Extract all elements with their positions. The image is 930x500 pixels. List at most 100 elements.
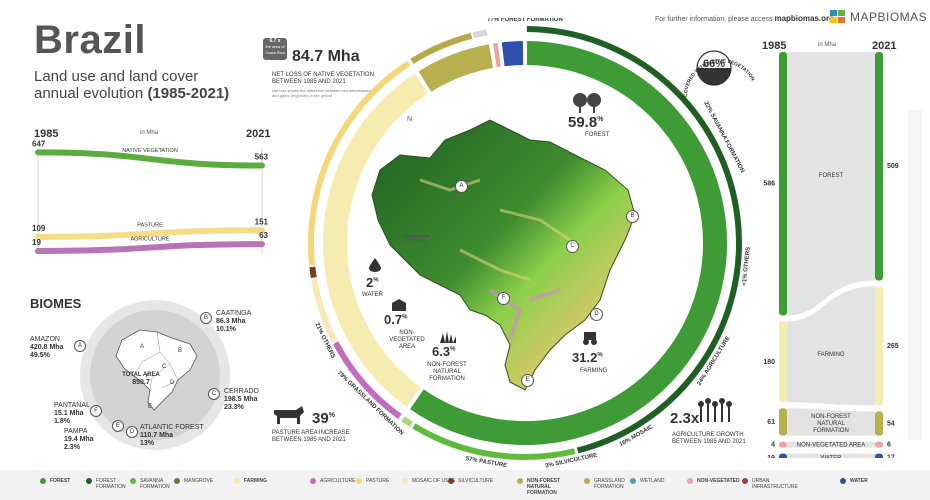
outer-mosaic-arc [311, 278, 338, 343]
legend-item-mangrove: MANGROVE [174, 478, 214, 484]
outer-pasture-arc [308, 60, 411, 266]
series-name-label: AGRICULTURE [130, 237, 169, 243]
biome-name: PAMPA [64, 428, 88, 435]
agri-growth-label: AGRICULTURE GROWTH BETWEEN 1985 AND 2021 [672, 432, 746, 445]
outer-others-left-arc [472, 29, 488, 39]
water-stat-label: WATER [362, 292, 383, 298]
sankey-value-2021: 6 [887, 442, 891, 449]
biome-pct: 10.1% [216, 326, 236, 333]
legend-item-grassland-formation: GRASSLAND FORMATION [584, 478, 638, 490]
legend-swatch [86, 478, 92, 484]
map-marker-c: C [566, 240, 579, 253]
forest-stat: 59.8% [568, 114, 604, 131]
biome-map-label-a: A [140, 344, 144, 350]
value-label-end: 63 [259, 231, 268, 240]
ring-label-forest-formation: 77% FOREST FORMATION [487, 18, 563, 23]
sankey-bar-2021-forest [875, 52, 883, 281]
legend-label: WETLAND [640, 478, 665, 484]
legend-item-mosaic-of-uses: MOSAIC OF USES [402, 478, 455, 484]
biome-label-cerrado: CERRADO 198.5 Mha 23.3% [224, 388, 259, 412]
legend-label: MANGROVE [184, 478, 214, 484]
loss-note: Net loss shows the difference between lo… [272, 88, 372, 98]
pasture-increase-label: PASTURE AREA INCREASE BETWEEN 1985 AND 2… [272, 430, 350, 443]
biome-label-amazon: AMAZON 420.8 Mha 49.5% [30, 336, 63, 360]
biome-map-label-d: D [170, 380, 175, 386]
legend-swatch [40, 478, 46, 484]
outer-silviculture-arc [309, 266, 317, 279]
subtitle-years: (1985-2021) [147, 85, 230, 102]
legend-item-non-vegetated: NON-VEGETATED [687, 478, 740, 484]
outer-forest-formation-arc [526, 26, 742, 454]
biome-name: CAATINGA [216, 310, 252, 317]
agri-growth-stat: 2.3x [670, 410, 700, 427]
site-link[interactable]: mapbiomas.org [774, 14, 835, 23]
biome-pct: 49.5% [30, 352, 50, 359]
biome-marker-b: B [200, 312, 212, 324]
tractor-icon [582, 330, 598, 346]
biome-pct: 2.3% [64, 444, 80, 451]
building-icon [392, 298, 406, 311]
biome-map-label-b: B [178, 348, 182, 354]
legend-label: NON-FOREST NATURAL FORMATION [527, 478, 561, 496]
sankey-flow-non-vegetated-area [787, 441, 875, 448]
biome-area: 420.8 Mha [30, 344, 64, 351]
legend-label: PASTURE [366, 478, 390, 484]
sankey-value-2021: 54 [887, 421, 895, 428]
line-chart-year-start: 1985 [34, 128, 59, 140]
ring-label-pasture: 57% PASTURE [465, 456, 507, 468]
forest-stat-label: FOREST [585, 132, 610, 138]
sankey-category-label: FARMING [817, 352, 845, 358]
sankey-value-2021: 265 [887, 343, 899, 350]
sankey-bar-1985-forest [779, 52, 787, 316]
sankey-bar-2021-non-vegetated-area [875, 441, 883, 448]
non-forest-stat: 6.3% [432, 344, 456, 359]
sankey-value-2021: 17 [887, 454, 895, 458]
legend-swatch [356, 478, 362, 484]
sankey-bar-1985-non-vegetated-area [779, 441, 787, 448]
legend-item-forest: FOREST [40, 478, 70, 484]
map-scale-bar [405, 235, 430, 237]
legend-label: URBAN INFRASTRUCTURE [752, 478, 798, 490]
series-name-label: NATIVE VEGETATION [122, 148, 178, 154]
legend-item-wetland: WETLAND [630, 478, 665, 484]
legend-item-water: WATER [840, 478, 868, 484]
ring-segment-water [501, 41, 524, 67]
map-marker-a: A [455, 180, 468, 193]
page-subtitle: Land use and land cover annual evolution… [34, 68, 229, 102]
biome-name: ATLANTIC FOREST [140, 424, 204, 431]
biome-area: 15.1 Mha [54, 410, 84, 417]
legend-item-farming: FARMING [234, 478, 268, 484]
sankey-bar-1985-non-forest-natural-formation [779, 408, 787, 436]
legend-item-forest-formation: FOREST FORMATION [86, 478, 140, 490]
value-label-start: 19 [32, 238, 41, 247]
line-chart-year-end: 2021 [246, 128, 271, 140]
sankey-unit: in Mha [818, 42, 837, 48]
brazil-land-cover-map [371, 119, 636, 391]
line-chart-unit: in Mha [140, 130, 159, 136]
outer-grassland-arc [410, 32, 473, 64]
native-cover-badge [694, 48, 734, 88]
wheat-icon [696, 398, 736, 422]
legend-item-urban-infrastructure: URBAN INFRASTRUCTURE [742, 478, 798, 490]
legend-label: FARMING [244, 478, 268, 484]
legend-label: WATER [850, 478, 868, 484]
biome-marker-e: E [112, 420, 124, 432]
legend-label: FOREST FORMATION [96, 478, 126, 490]
outer-savanna-formation-arc [412, 423, 576, 460]
biome-area: 19.4 Mha [64, 436, 94, 443]
sankey-year-end: 2021 [872, 40, 897, 52]
sankey-bar-2021-non-forest-natural-formation [875, 411, 883, 436]
biome-label-pantanal: PANTANAL 15.1 Mha 1.8% [54, 402, 90, 426]
biome-map-label-c: C [162, 364, 167, 370]
ring-segment-non-vegetated-area [492, 42, 501, 68]
info-text: For further information, please access m… [655, 14, 835, 23]
cow-icon [272, 404, 306, 426]
map-marker-e: E [521, 374, 534, 387]
loss-badge: 6.7 x the area of Costa Rica [263, 38, 287, 60]
sankey-value-1985: 180 [763, 359, 775, 366]
loss-label: NET LOSS OF NATIVE VEGETATION BETWEEN 19… [272, 72, 374, 85]
biome-area: 110.7 Mha [140, 432, 174, 439]
sankey-category-label: FORMATION [813, 428, 849, 434]
native-cover-label: COVERED WITH NATIVE VEGETATION [650, 55, 760, 107]
